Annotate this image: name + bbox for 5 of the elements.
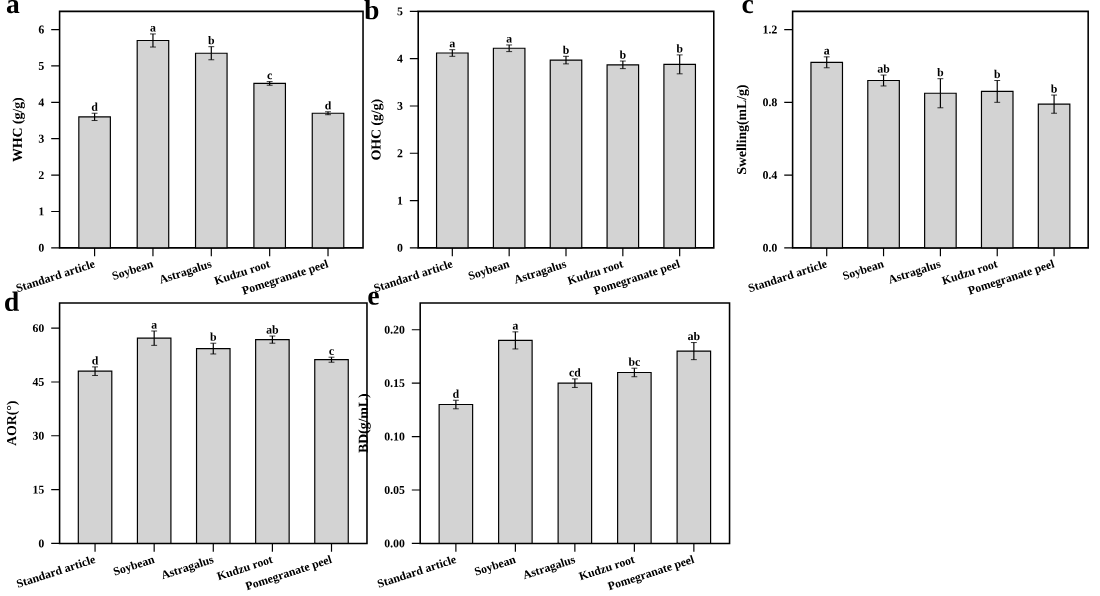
chart-title: b [364,0,379,20]
chart-title: d [5,291,19,312]
chart-title: a [6,0,20,14]
chart-title: c [742,0,754,14]
chart-title: e [368,291,379,306]
